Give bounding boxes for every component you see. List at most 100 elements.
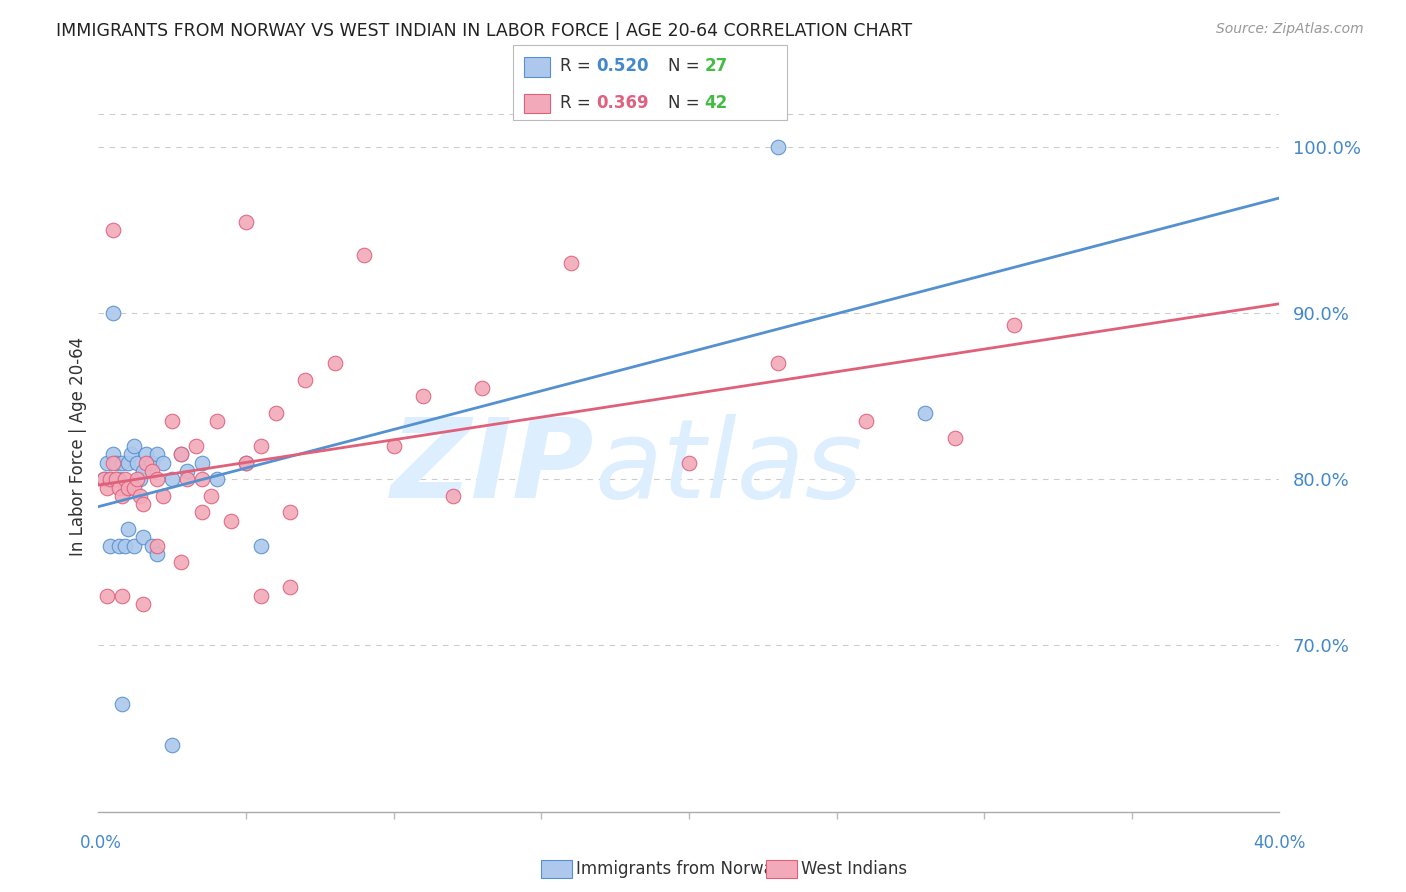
- Point: [184, 439, 207, 453]
- Point: [141, 539, 163, 553]
- Point: [128, 489, 150, 503]
- Point: [105, 456, 128, 470]
- Point: [135, 447, 157, 461]
- Point: [1002, 318, 1025, 332]
- Point: [128, 472, 150, 486]
- Point: [943, 431, 966, 445]
- Point: [103, 456, 125, 470]
- Point: [219, 514, 242, 528]
- Point: [111, 697, 134, 711]
- Point: [120, 447, 142, 461]
- Point: [117, 456, 139, 470]
- Point: [146, 472, 169, 486]
- Point: [122, 481, 145, 495]
- Point: [117, 522, 139, 536]
- Point: [264, 406, 287, 420]
- Point: [766, 356, 789, 370]
- Point: [96, 589, 118, 603]
- Point: [441, 489, 464, 503]
- Point: [122, 439, 145, 453]
- Point: [766, 140, 789, 154]
- Point: [162, 472, 183, 486]
- Point: [191, 472, 214, 486]
- Point: [108, 481, 131, 495]
- Point: [105, 472, 128, 486]
- Point: [250, 439, 273, 453]
- Text: 42: 42: [704, 94, 728, 112]
- Point: [353, 248, 375, 262]
- Point: [114, 472, 136, 486]
- Point: [152, 456, 174, 470]
- Text: ZIP: ZIP: [391, 415, 595, 522]
- Point: [98, 472, 121, 486]
- Point: [146, 547, 169, 561]
- Point: [141, 464, 163, 478]
- Point: [98, 472, 121, 486]
- Point: [382, 439, 405, 453]
- Point: [914, 406, 936, 420]
- Point: [323, 356, 346, 370]
- Point: [98, 539, 121, 553]
- Point: [114, 539, 136, 553]
- Point: [278, 506, 302, 520]
- Point: [114, 481, 136, 495]
- Text: 0.520: 0.520: [596, 57, 648, 75]
- Point: [146, 447, 169, 461]
- Point: [471, 381, 494, 395]
- Point: [132, 497, 155, 511]
- Text: IMMIGRANTS FROM NORWAY VS WEST INDIAN IN LABOR FORCE | AGE 20-64 CORRELATION CHA: IMMIGRANTS FROM NORWAY VS WEST INDIAN IN…: [56, 22, 912, 40]
- Point: [205, 472, 228, 486]
- Point: [152, 489, 174, 503]
- Point: [103, 447, 125, 461]
- Point: [162, 738, 183, 752]
- Text: 0.369: 0.369: [596, 94, 648, 112]
- Point: [412, 389, 434, 403]
- Point: [125, 472, 148, 486]
- Point: [93, 472, 115, 486]
- Point: [205, 414, 228, 428]
- Point: [678, 456, 700, 470]
- Point: [170, 447, 193, 461]
- Point: [108, 539, 131, 553]
- Point: [135, 456, 157, 470]
- Point: [93, 472, 115, 486]
- Point: [96, 481, 118, 495]
- Point: [108, 472, 131, 486]
- Point: [176, 464, 198, 478]
- Point: [117, 481, 139, 495]
- Point: [250, 539, 273, 553]
- Point: [294, 372, 316, 386]
- Point: [200, 489, 222, 503]
- Point: [103, 306, 125, 320]
- Text: Immigrants from Norway: Immigrants from Norway: [576, 860, 785, 878]
- Text: West Indians: West Indians: [801, 860, 907, 878]
- Text: R =: R =: [560, 94, 596, 112]
- Point: [111, 456, 134, 470]
- Point: [96, 456, 118, 470]
- Text: N =: N =: [668, 94, 704, 112]
- Text: Source: ZipAtlas.com: Source: ZipAtlas.com: [1216, 22, 1364, 37]
- Point: [176, 472, 198, 486]
- Point: [132, 530, 155, 544]
- Point: [191, 456, 214, 470]
- Point: [250, 589, 273, 603]
- Text: 27: 27: [704, 57, 728, 75]
- Point: [855, 414, 877, 428]
- Point: [170, 447, 193, 461]
- Text: 40.0%: 40.0%: [1253, 834, 1306, 852]
- Point: [235, 456, 257, 470]
- Point: [146, 539, 169, 553]
- Point: [560, 256, 582, 270]
- Y-axis label: In Labor Force | Age 20-64: In Labor Force | Age 20-64: [69, 336, 87, 556]
- Point: [235, 214, 257, 228]
- Text: R =: R =: [560, 57, 596, 75]
- Point: [141, 456, 163, 470]
- Point: [162, 414, 183, 428]
- Point: [125, 456, 148, 470]
- Point: [132, 464, 155, 478]
- Point: [103, 223, 125, 237]
- Point: [235, 456, 257, 470]
- Point: [111, 589, 134, 603]
- Point: [278, 580, 302, 594]
- Point: [122, 539, 145, 553]
